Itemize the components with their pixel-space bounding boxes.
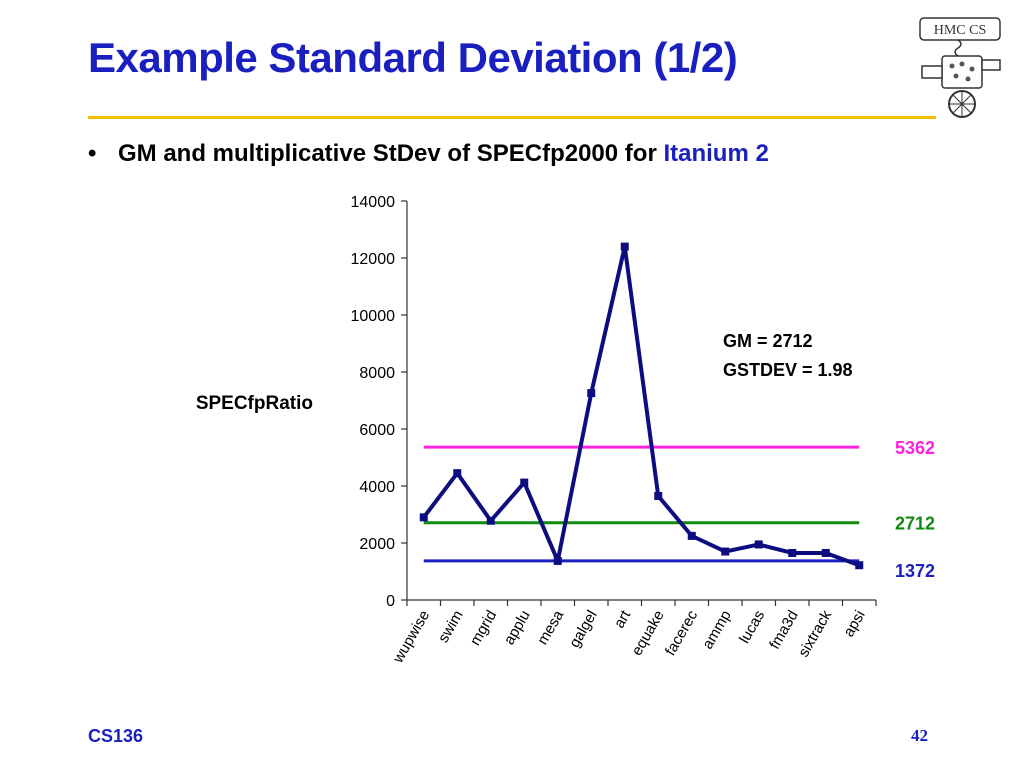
data-point [453,469,462,478]
reference-line-label: 1372 [895,561,935,581]
slide-title: Example Standard Deviation (1/2) [88,34,738,81]
bullet-text: GM and multiplicative StDev of SPECfp200… [118,140,664,167]
bullet-highlight: Itanium 2 [663,140,769,167]
y-tick-label: 2000 [359,536,395,553]
x-tick-label: applu [501,608,534,648]
data-point [855,561,864,570]
x-tick-label: apsi [840,608,868,640]
bullet-item: • GM and multiplicative StDev of SPECfp20… [88,140,769,168]
bullet-marker: • [88,140,97,167]
data-point [654,491,663,500]
y-axis-title: SPECfpRatio [196,393,313,414]
x-tick-label: ammp [699,608,735,653]
y-tick-label: 0 [386,593,395,610]
data-point [587,389,596,398]
chart-annotation: GSTDEV = 1.98 [723,360,853,380]
y-tick-label: 12000 [351,251,396,268]
data-point [520,478,529,487]
data-point [821,548,830,557]
y-tick-label: 8000 [359,365,395,382]
y-tick-label: 4000 [359,479,395,496]
data-point [419,513,428,522]
hmc-cs-logo-icon: HMC CS [919,17,1001,118]
reference-line-label: 2712 [895,514,935,534]
x-tick-label: mgrid [467,608,500,649]
chart-annotation: GM = 2712 [723,331,813,351]
data-point [754,540,763,549]
y-tick-label: 14000 [351,194,396,211]
data-point [788,548,797,557]
x-tick-label: sixtrack [795,607,835,660]
data-point [721,547,730,556]
x-tick-label: fma3d [766,608,802,653]
x-tick-label: facerec [662,607,702,659]
x-tick-label: wupwise [389,608,433,667]
data-point [553,556,562,565]
series-line [422,244,860,568]
data-point [687,531,696,540]
title-underline [88,116,936,119]
logo-text: HMC CS [934,23,987,38]
y-tick-label: 10000 [351,308,396,325]
x-tick-label: swim [435,608,467,646]
data-point [620,242,629,251]
x-tick-label: mesa [534,607,567,648]
data-point [486,516,495,525]
reference-line-label: 5362 [895,438,935,458]
footer-course: CS136 [88,726,144,746]
x-tick-label: galgel [566,608,601,651]
page-number: 42 [911,726,928,745]
y-tick-label: 6000 [359,422,395,439]
x-tick-label: lucas [736,608,768,647]
x-tick-label: art [611,607,635,631]
